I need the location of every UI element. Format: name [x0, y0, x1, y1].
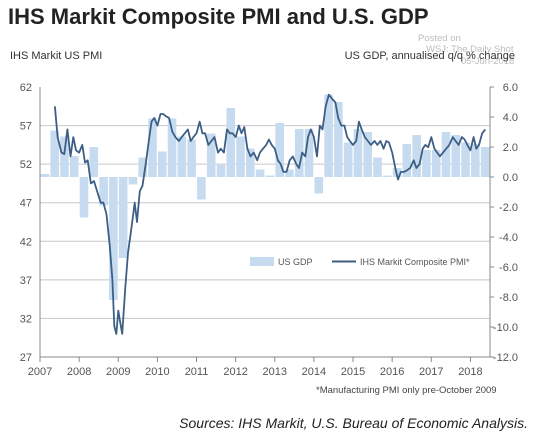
left-tick-label: 57	[20, 121, 32, 133]
gdp-bar	[422, 150, 431, 177]
gdp-bar	[480, 147, 490, 177]
gdp-bar	[382, 175, 392, 177]
gdp-bar	[138, 157, 148, 177]
x-tick-label: 2011	[185, 366, 209, 378]
legend-label-pmi: IHS Markit Composite PMI*	[360, 257, 470, 267]
x-tick-label: 2008	[67, 366, 91, 378]
gdp-bar	[324, 94, 333, 177]
gdp-bar	[79, 177, 89, 218]
gdp-bar	[275, 123, 284, 177]
right-tick-label: 2.0	[503, 142, 518, 154]
right-tick-label: 0.0	[503, 172, 518, 184]
gdp-bar	[314, 177, 324, 194]
right-tick-label: -10.0	[493, 322, 518, 334]
gdp-bar	[265, 175, 275, 177]
gdp-bars	[40, 94, 490, 300]
right-tick-label: -6.0	[499, 262, 518, 274]
left-tick-label: 37	[20, 275, 32, 287]
gdp-bar	[50, 130, 59, 177]
gdp-bar	[373, 157, 382, 177]
gdp-bar	[304, 129, 314, 177]
gdp-bar	[402, 144, 412, 177]
pmi-line	[54, 93, 487, 335]
gdp-bar	[60, 136, 69, 177]
chart-title: IHS Markit Composite PMI and U.S. GDP	[8, 4, 429, 29]
right-tick-label: -8.0	[499, 292, 518, 304]
left-tick-label: 52	[20, 159, 32, 171]
axes: 62 57 52 47 42 37 32 27 6.0 4.0 2.0 0.0 -2.0 -4.0 -6.0…	[20, 82, 518, 378]
left-tick-label: 27	[20, 352, 32, 364]
x-tick-label: 2012	[223, 366, 247, 378]
gdp-bar	[206, 133, 216, 177]
gdp-bar	[216, 165, 226, 177]
x-tick-label: 2014	[302, 366, 326, 378]
right-axis-title: US GDP, annualised q/q % change	[344, 50, 515, 62]
left-tick-label: 32	[20, 313, 32, 325]
x-tick-label: 2015	[341, 366, 365, 378]
gdp-bar	[451, 135, 461, 177]
gdp-bar	[343, 142, 353, 177]
x-tick-label: 2016	[380, 366, 404, 378]
gdp-bar	[226, 108, 236, 177]
right-tick-label: 6.0	[503, 82, 518, 94]
gdp-bar	[363, 132, 373, 177]
gdp-bar	[177, 136, 187, 177]
right-tick-label: -2.0	[499, 202, 518, 214]
gdp-bar	[89, 147, 99, 177]
legend: US GDP IHS Markit Composite PMI*	[250, 257, 470, 267]
gdp-bar	[246, 148, 255, 177]
gdp-bar	[109, 177, 118, 300]
gdp-bar	[353, 129, 363, 177]
left-tick-label: 47	[20, 198, 32, 210]
x-tick-label: 2017	[419, 366, 443, 378]
right-tick-label: -4.0	[499, 232, 518, 244]
left-axis-title: IHS Markit US PMI	[10, 50, 103, 62]
gdp-bar	[255, 169, 265, 177]
gdp-bar	[187, 139, 196, 177]
watermark-source: WSJ: The Daily Shot	[426, 44, 514, 55]
gdp-bar	[294, 129, 304, 177]
gdp-bar	[148, 118, 157, 177]
gdp-bar	[334, 102, 343, 177]
gridlines	[40, 125, 490, 319]
gdp-bar	[118, 177, 128, 258]
gdp-bar	[167, 118, 177, 177]
x-tick-label: 2007	[28, 366, 52, 378]
gdp-bar	[197, 177, 206, 200]
gdp-bar	[461, 142, 470, 177]
gdp-bar	[157, 151, 167, 177]
pmi-line-group	[54, 93, 487, 335]
legend-label-gdp: US GDP	[278, 257, 313, 267]
chart-footnote: *Manufacturing PMI only pre-October 2009	[316, 385, 497, 396]
gdp-bar	[236, 136, 245, 177]
x-tick-label: 2009	[106, 366, 130, 378]
gdp-bar	[412, 135, 421, 177]
gdp-bar	[99, 177, 108, 206]
gdp-bar	[471, 144, 480, 177]
gdp-bar	[40, 174, 50, 177]
watermark-posted: Posted on	[418, 33, 461, 44]
gdp-bar	[128, 177, 138, 185]
x-tick-label: 2013	[263, 366, 287, 378]
watermark-date: 05-Jun-2018	[461, 56, 515, 67]
gdp-bar	[441, 132, 451, 177]
sources-note: Sources: IHS Markit, U.S. Bureau of Econ…	[179, 415, 528, 431]
right-tick-label: -12.0	[493, 352, 518, 364]
x-tick-label: 2010	[145, 366, 169, 378]
gdp-bar	[431, 150, 441, 177]
gdp-bar	[69, 156, 79, 177]
legend-swatch-gdp	[250, 257, 274, 266]
left-tick-label: 42	[20, 236, 32, 248]
right-tick-label: 4.0	[503, 112, 518, 124]
x-tick-label: 2018	[458, 366, 482, 378]
left-tick-label: 62	[20, 82, 32, 94]
gdp-bar	[285, 169, 294, 177]
